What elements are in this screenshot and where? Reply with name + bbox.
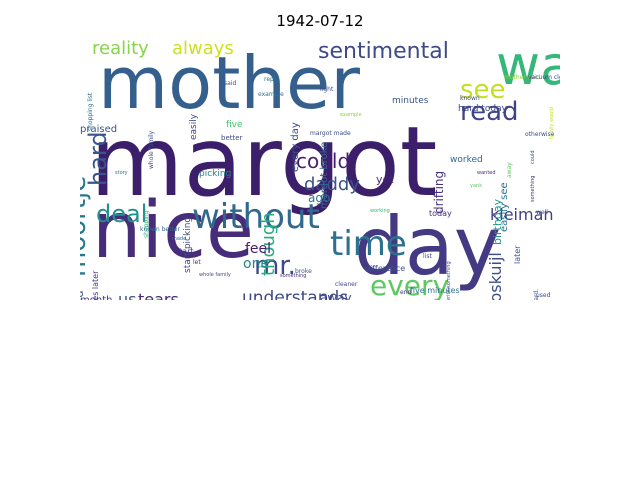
word-cloud-word: mr. [254, 251, 296, 281]
word-cloud-word: five [226, 120, 243, 130]
word-cloud-word: day [354, 200, 502, 293]
word-cloud-word: known better [140, 226, 180, 233]
word-cloud-word: list [423, 253, 432, 260]
word-cloud-word: easily [189, 113, 199, 140]
word-cloud-word: nice [92, 186, 254, 276]
word-cloud-word: always [172, 38, 234, 59]
word-cloud-word: drifting [432, 170, 446, 214]
word-cloud-word: start picking [183, 216, 193, 273]
word-cloud-word: reply [264, 76, 280, 83]
word-cloud-word: well [536, 209, 548, 216]
word-cloud-word: vacuum cleaner [528, 74, 560, 81]
word-cloud-word: every day [290, 122, 301, 172]
word-cloud-word: feel [245, 241, 272, 257]
word-cloud-word: us [118, 290, 137, 301]
word-cloud-word: better [221, 134, 243, 142]
word-cloud-word: way [496, 37, 560, 97]
word-cloud-word: story [115, 170, 128, 176]
word-cloud-word: said [224, 80, 237, 87]
word-cloud-word: shopping [143, 210, 150, 239]
word-cloud-word: every [370, 269, 450, 300]
word-cloud-word: picking [199, 169, 232, 179]
word-cloud-word: otherwise [525, 131, 555, 138]
word-cloud-word: minutes later [91, 270, 100, 300]
word-cloud-word: could [296, 149, 351, 173]
word-cloud-word: time [330, 224, 407, 264]
word-cloud-word: understands [242, 288, 349, 301]
word-cloud-word: tears [138, 290, 179, 301]
word-cloud-word: family would [549, 107, 555, 139]
word-cloud-word: moortje [80, 175, 92, 277]
word-cloud-word: margot broke [319, 141, 330, 209]
word-cloud-word: sentimental [318, 39, 449, 64]
word-cloud-word: let [193, 259, 201, 266]
word-cloud-word: easily see [499, 182, 510, 232]
word-cloud-word: reality [92, 38, 149, 59]
word-cloud-word: away [320, 291, 352, 300]
word-cloud-word: margot made [310, 130, 351, 137]
word-cloud-word: worked hard [80, 291, 86, 301]
word-cloud-word: see [460, 75, 506, 105]
word-cloud-word: hard [84, 131, 112, 186]
word-cloud-word: whole family [199, 272, 231, 278]
word-cloud-word: working [370, 208, 390, 214]
word-cloud-word: without [192, 197, 320, 237]
word-cloud-word: deal [96, 200, 148, 228]
word-cloud-word: voskuijl [486, 252, 505, 300]
figure-title: 1942-07-12 [276, 12, 364, 30]
word-cloud-word: rewrite something [446, 261, 452, 300]
word-cloud-word: later [513, 245, 522, 264]
word-cloud-word: known [460, 95, 480, 102]
word-cloud-word: today [429, 209, 452, 218]
word-cloud-word: could [530, 150, 536, 164]
word-cloud-word: yank [470, 183, 483, 189]
word-cloud-word: something [280, 273, 307, 279]
word-cloud-word: praised [80, 124, 118, 135]
word-cloud-word: one [243, 256, 270, 272]
word-cloud-word: hard today [458, 104, 507, 114]
word-cloud-word: mother [98, 41, 360, 125]
word-cloud-word: daddy [304, 174, 360, 195]
word-cloud-word: broke [295, 268, 312, 275]
word-cloud-word: used [536, 292, 551, 299]
word-cloud-word: margot [90, 106, 438, 218]
word-cloud-word: light [320, 86, 334, 93]
word-cloud-word: read [460, 97, 519, 127]
word-cloud-word: away [506, 162, 513, 178]
word-cloud-word: minutes [392, 96, 429, 106]
word-cloud-word: wanted [477, 170, 496, 176]
word-cloud-word: cleaner [335, 281, 358, 288]
word-cloud-word: ago [308, 191, 331, 205]
word-cloud-word: card. [533, 288, 540, 300]
word-cloud-word: start [175, 247, 194, 256]
word-cloud-word: afternoon [155, 298, 162, 300]
word-cloud-word: difference [365, 264, 406, 273]
word-cloud-word: example [340, 112, 362, 118]
word-cloud-word: month [80, 296, 112, 301]
word-cloud-word: kleiman [490, 205, 554, 224]
word-cloud-word: worked [450, 155, 483, 165]
word-cloud-word: whole family [148, 130, 155, 169]
word-cloud-word: end [400, 289, 412, 296]
word-cloud-word: mother said [504, 74, 541, 81]
word-cloud-word: made [172, 236, 187, 242]
word-cloud-word: example [258, 91, 284, 98]
word-cloud-word: five minutes [410, 286, 460, 295]
word-cloud-word: yet [376, 173, 394, 186]
word-cloud-word: something [530, 175, 536, 202]
word-cloud-word: shopping list [87, 92, 94, 131]
